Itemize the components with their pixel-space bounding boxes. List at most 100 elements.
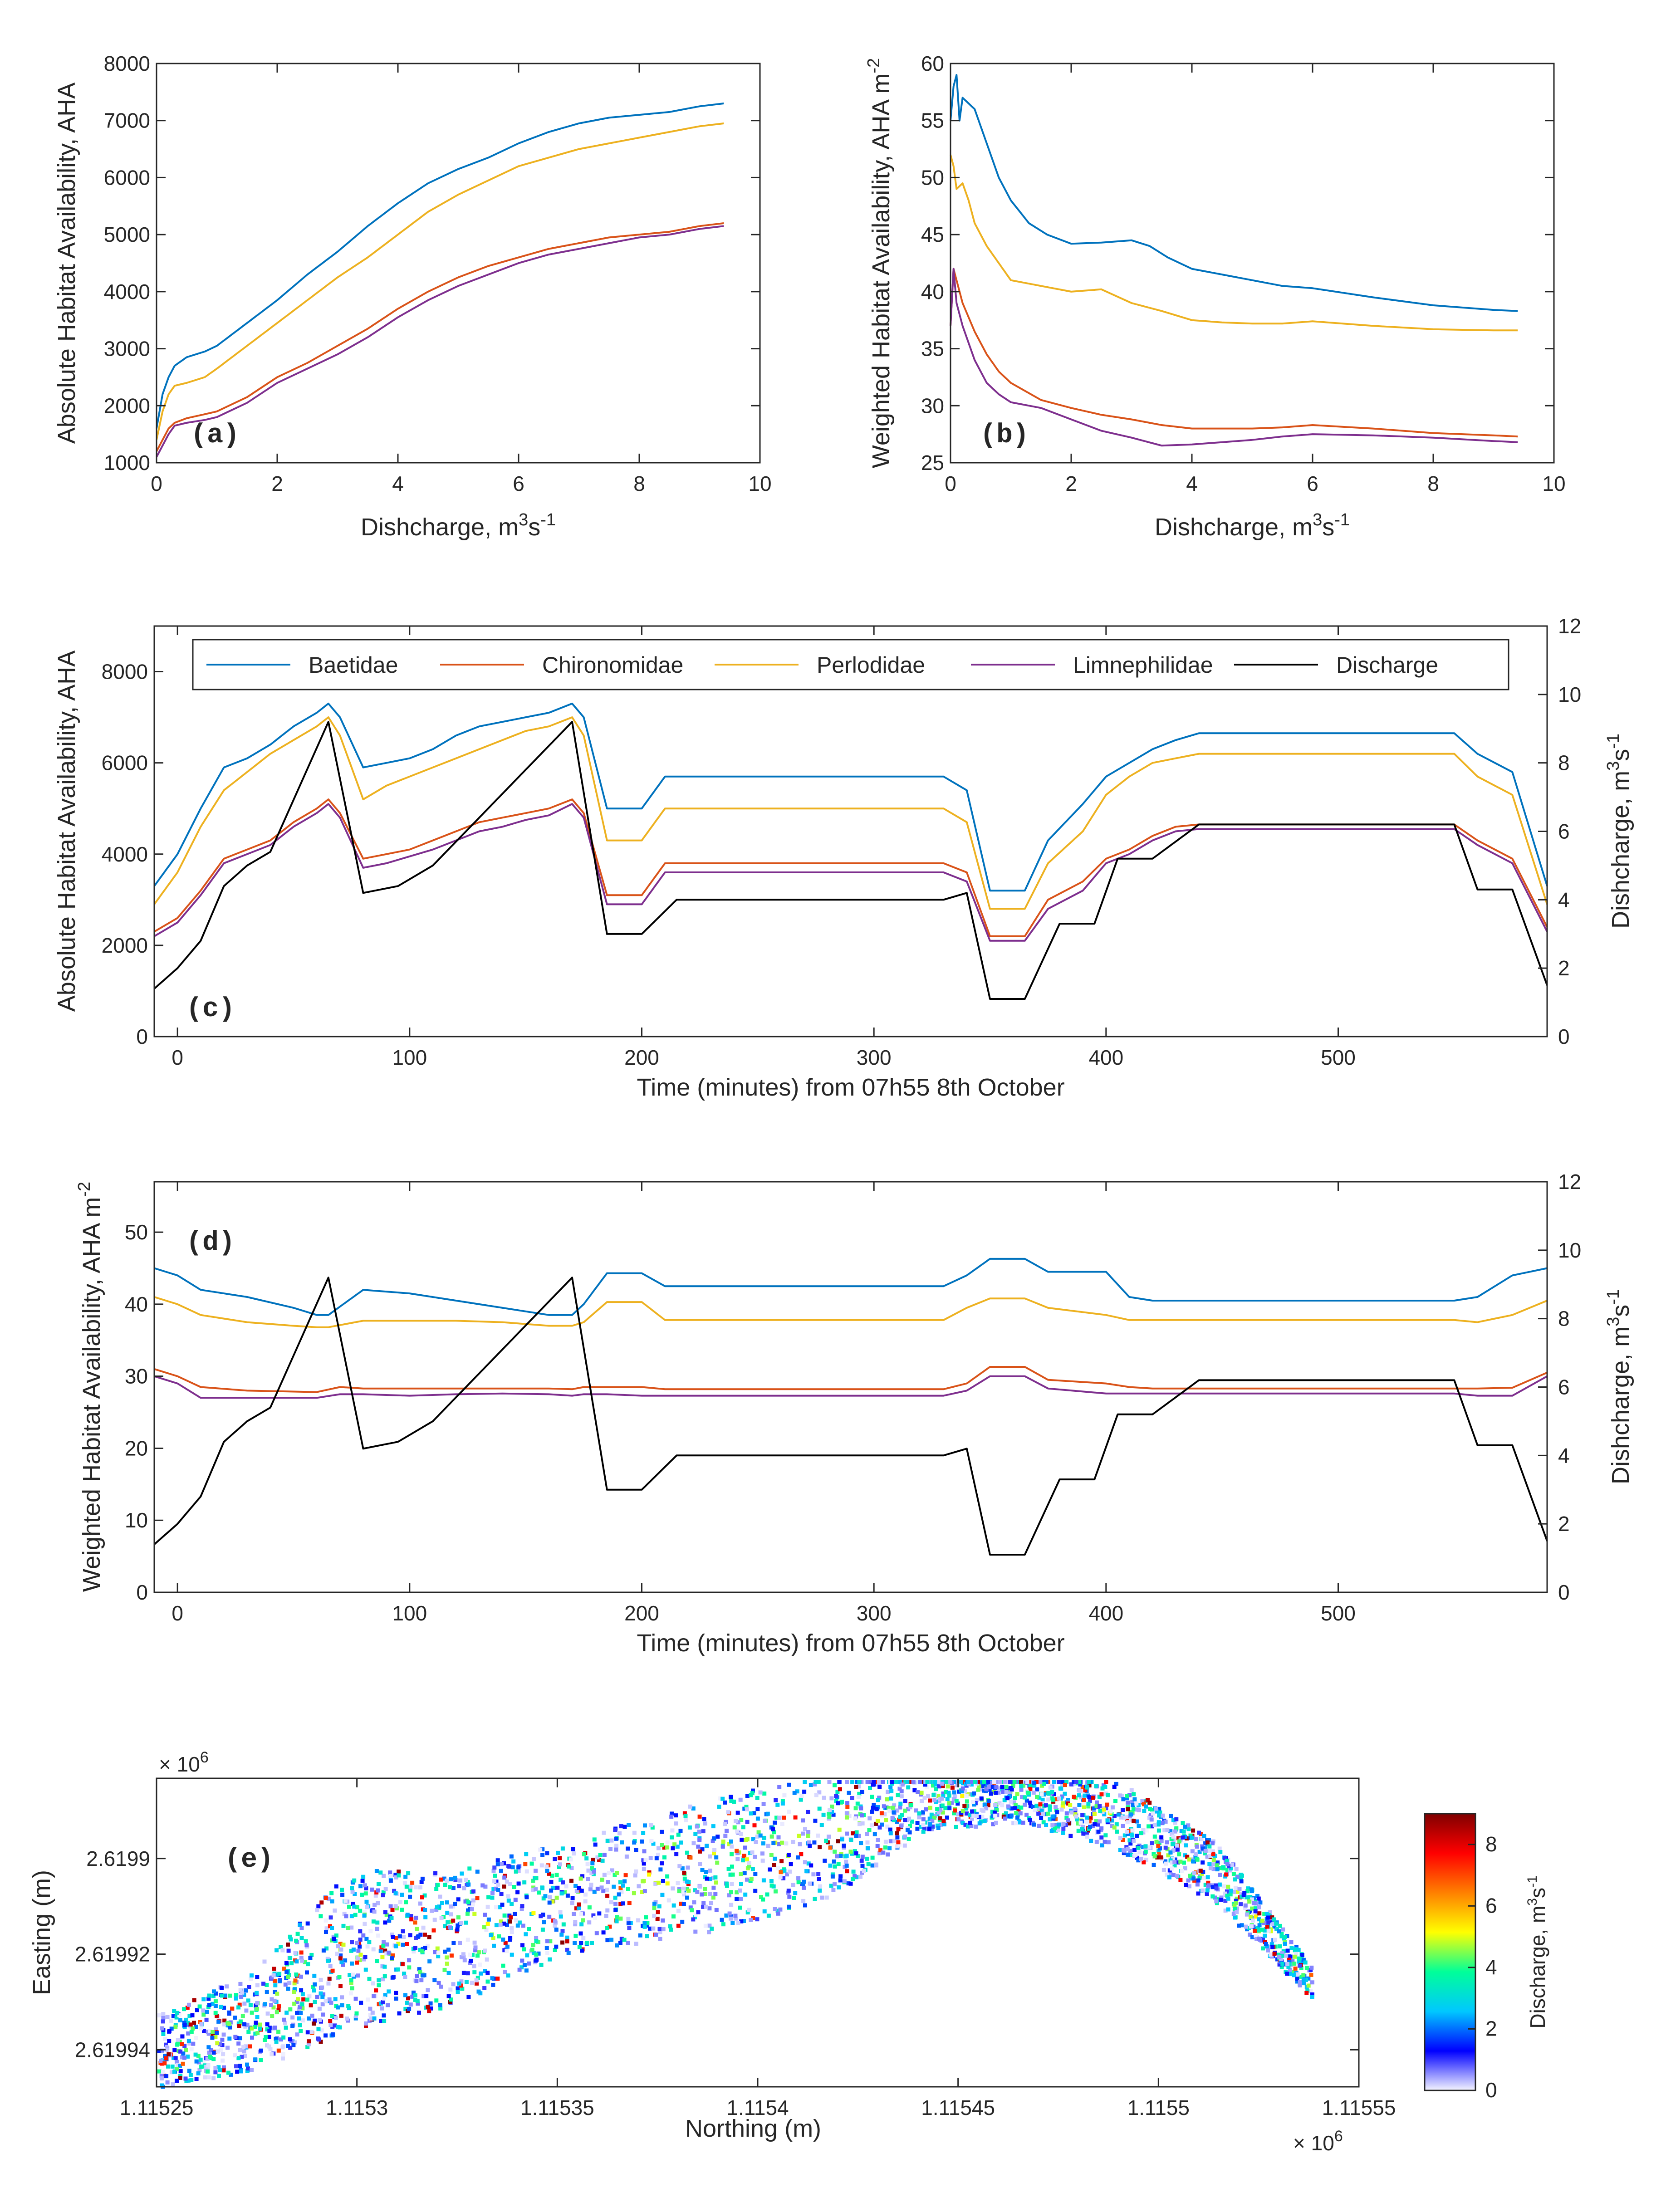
panel-a-x-tick-label: 0 [151, 472, 162, 495]
discharge-point [405, 1942, 409, 1946]
discharge-point [286, 2044, 290, 2048]
discharge-point [403, 1874, 408, 1879]
discharge-point [529, 1861, 534, 1866]
panel-c-y-tick-label: 4000 [102, 842, 148, 866]
discharge-point [167, 2039, 172, 2043]
discharge-point [1148, 1807, 1152, 1811]
discharge-point [367, 1940, 372, 1944]
discharge-point [405, 1913, 410, 1917]
discharge-point [1181, 1835, 1185, 1840]
discharge-point [1225, 1894, 1230, 1898]
discharge-point [387, 1989, 391, 1994]
discharge-point [383, 1910, 387, 1914]
discharge-point [856, 1795, 861, 1799]
discharge-point [1163, 1845, 1168, 1850]
discharge-point [1278, 1944, 1282, 1948]
discharge-point [817, 1806, 822, 1811]
discharge-point [449, 1953, 454, 1958]
discharge-point [385, 1942, 389, 1947]
discharge-point [299, 1988, 304, 1992]
discharge-point [1279, 1932, 1284, 1936]
discharge-point [274, 2010, 279, 2015]
discharge-point [965, 1780, 970, 1784]
discharge-point [1004, 1790, 1009, 1794]
discharge-point [1133, 1853, 1138, 1857]
discharge-point [1127, 1793, 1132, 1797]
discharge-point [276, 2048, 281, 2053]
discharge-point [364, 2024, 368, 2028]
discharge-point [1141, 1828, 1146, 1832]
discharge-point [236, 2041, 241, 2046]
discharge-point [655, 1917, 660, 1921]
discharge-point [303, 1960, 307, 1964]
discharge-point [565, 1935, 569, 1940]
discharge-point [359, 2001, 363, 2005]
discharge-point [166, 2064, 170, 2069]
discharge-point [782, 1793, 787, 1798]
discharge-point [524, 1895, 529, 1899]
discharge-point [375, 1959, 379, 1963]
discharge-point [415, 1974, 419, 1978]
discharge-point [1080, 1785, 1085, 1789]
discharge-point [409, 1914, 413, 1918]
discharge-point [1304, 1966, 1309, 1970]
discharge-point [1219, 1898, 1223, 1902]
discharge-point [255, 1975, 260, 1979]
discharge-point [1154, 1806, 1158, 1811]
discharge-point [1000, 1803, 1004, 1807]
discharge-point [707, 1930, 711, 1934]
discharge-point [1310, 1980, 1314, 1985]
discharge-point [892, 1839, 897, 1843]
discharge-point [806, 1861, 811, 1866]
discharge-point [466, 1900, 470, 1904]
discharge-point [641, 1879, 645, 1884]
discharge-point [969, 1824, 974, 1828]
discharge-point [845, 1801, 850, 1806]
discharge-point [910, 1819, 914, 1824]
discharge-point [312, 1988, 316, 1993]
discharge-point [996, 1780, 1000, 1784]
discharge-point [941, 1794, 946, 1798]
discharge-point [758, 1833, 763, 1838]
discharge-point [1156, 1822, 1161, 1827]
panel-a-y-tick-label: 2000 [104, 394, 150, 417]
discharge-point [413, 1993, 417, 1997]
discharge-point [1121, 1797, 1126, 1801]
discharge-point [713, 1875, 718, 1879]
discharge-point [270, 2052, 274, 2056]
discharge-point [345, 2016, 349, 2021]
discharge-point [553, 1919, 557, 1923]
discharge-point [610, 1868, 614, 1873]
discharge-point [339, 1960, 344, 1964]
discharge-point [1060, 1782, 1064, 1787]
discharge-point [712, 1851, 716, 1855]
discharge-point [990, 1785, 995, 1789]
discharge-point [676, 1832, 681, 1837]
discharge-point [604, 1913, 608, 1918]
discharge-point [676, 1881, 680, 1885]
discharge-point [249, 1977, 253, 1981]
discharge-point [858, 1874, 862, 1879]
discharge-point [246, 2066, 250, 2071]
discharge-point [330, 1968, 335, 1973]
discharge-point [726, 1810, 730, 1815]
discharge-point [1085, 1820, 1089, 1824]
discharge-point [427, 2009, 431, 2013]
discharge-point [407, 1958, 412, 1962]
discharge-point [1245, 1895, 1249, 1899]
discharge-point [880, 1822, 884, 1827]
discharge-point [432, 1918, 437, 1922]
discharge-point [455, 1927, 460, 1932]
discharge-point [837, 1885, 841, 1889]
discharge-point [1001, 1790, 1005, 1794]
panel-b-x-tick-label: 8 [1427, 472, 1439, 495]
discharge-point [470, 1907, 474, 1912]
discharge-point [618, 1880, 622, 1884]
discharge-point [1038, 1802, 1043, 1806]
discharge-point [523, 1862, 528, 1866]
discharge-point [421, 1925, 426, 1930]
discharge-point [234, 2064, 238, 2069]
discharge-point [735, 1857, 740, 1861]
discharge-point [1100, 1810, 1105, 1814]
discharge-point [236, 2005, 241, 2010]
